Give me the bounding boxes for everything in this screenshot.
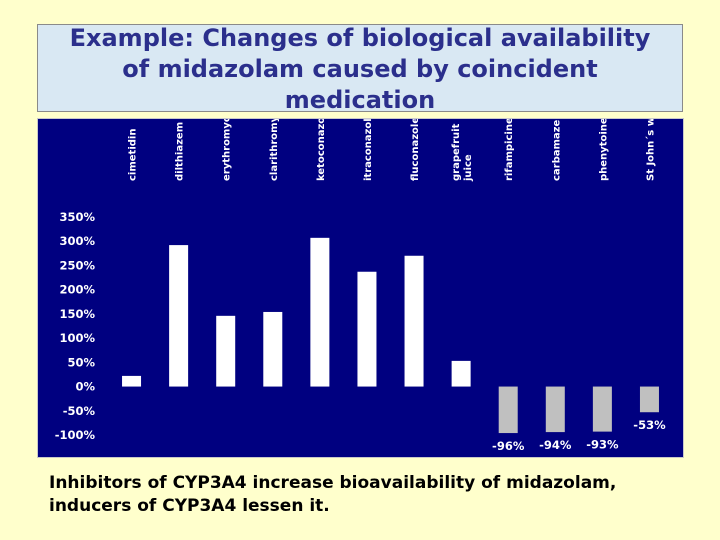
category-label-line: grapefruit (451, 123, 462, 181)
bar (545, 386, 565, 433)
data-label: -94% (539, 438, 572, 452)
category-label-line: St John´s wort (644, 119, 656, 181)
slide-title-line: medication (284, 86, 436, 112)
y-tick-label: -50% (63, 404, 96, 418)
data-label: -53% (633, 418, 666, 432)
bar (216, 315, 236, 387)
chart-panel: 350% 300% 250% 200% 150% 100% 50% 0% -50% -100% ci… (37, 118, 684, 458)
slide-title-line: Example: Changes of biological availabil… (69, 24, 651, 52)
caption-line: inducers of CYP3A4 lessen it. (49, 496, 330, 516)
category-label-line: itraconazole (363, 119, 374, 181)
category-label-line: rifampicine (504, 119, 515, 181)
y-tick-label: 0% (75, 380, 95, 394)
bar (451, 360, 471, 387)
bar (122, 375, 142, 387)
y-tick-label: 300% (59, 234, 95, 248)
slide-title-line: of midazolam caused by coincident (122, 55, 598, 83)
y-tick-label: 250% (59, 258, 95, 272)
slide-title: Example: Changes of biological availabil… (38, 24, 682, 112)
category-label-line: carbamazepine (551, 119, 562, 181)
y-tick-label: 50% (67, 355, 95, 369)
category-label: dilthiazem (175, 122, 186, 181)
bar (169, 245, 189, 387)
category-label: fluconazole (410, 119, 421, 181)
bar (357, 271, 377, 387)
category-label-line: cimetidin (128, 129, 139, 181)
bar (639, 386, 659, 413)
category-label: phenytoine (598, 119, 609, 181)
category-label: erythromycin (222, 119, 233, 181)
data-label: -93% (586, 438, 619, 452)
y-tick-label: -100% (55, 428, 96, 442)
category-label-line: fluconazole (410, 119, 421, 181)
category-label: grapefruitjuice (451, 123, 474, 182)
category-label-line: ketoconazole (316, 119, 327, 181)
y-tick-label: 200% (59, 283, 95, 297)
y-tick-label: 350% (59, 210, 95, 224)
category-label: cimetidin (128, 129, 139, 181)
category-label: St John´s wort (644, 119, 656, 181)
data-label: -96% (492, 439, 525, 453)
category-label: rifampicine (504, 119, 515, 181)
y-tick-label: 100% (59, 331, 95, 345)
category-label: carbamazepine (551, 119, 562, 181)
category-label: itraconazole (363, 119, 374, 181)
caption-line: Inhibitors of CYP3A4 increase bioavailab… (49, 473, 617, 493)
category-label: ketoconazole (316, 119, 327, 181)
category-label-line: erythromycin (222, 119, 233, 181)
slide-caption: Inhibitors of CYP3A4 increase bioavailab… (49, 472, 689, 518)
bar-chart: 350% 300% 250% 200% 150% 100% 50% 0% -50% -100% ci… (55, 119, 666, 453)
bar (498, 386, 518, 434)
bar (404, 255, 424, 387)
bar (263, 311, 283, 387)
category-label-line: clarithromycin (269, 119, 280, 181)
title-box: Example: Changes of biological availabil… (37, 24, 683, 112)
category-label-line: dilthiazem (175, 122, 186, 181)
y-tick-label: 150% (59, 307, 95, 321)
category-label-line: phenytoine (598, 119, 609, 181)
bar (592, 386, 612, 432)
bar (310, 237, 330, 387)
category-label: clarithromycin (269, 119, 280, 181)
category-label-line: juice (463, 154, 474, 182)
